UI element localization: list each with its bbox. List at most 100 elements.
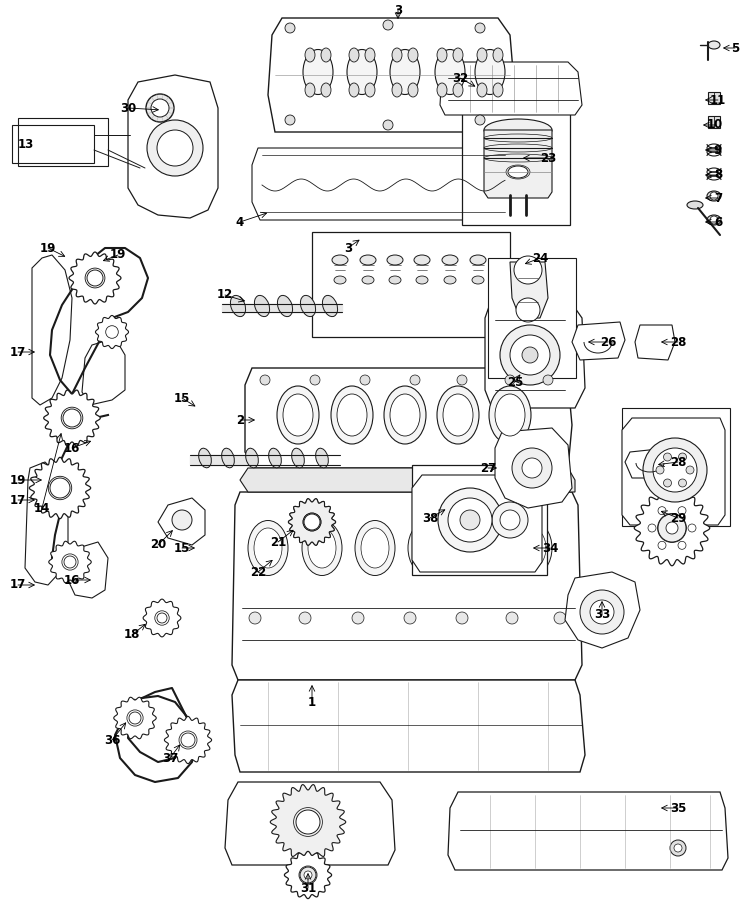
Polygon shape [32, 255, 72, 405]
Text: 30: 30 [120, 102, 136, 114]
Polygon shape [252, 148, 515, 220]
Polygon shape [510, 262, 548, 318]
Ellipse shape [360, 375, 370, 385]
Polygon shape [572, 322, 625, 360]
Ellipse shape [299, 612, 311, 624]
Ellipse shape [300, 867, 316, 883]
Ellipse shape [500, 325, 560, 385]
Ellipse shape [387, 255, 403, 265]
Ellipse shape [658, 514, 686, 542]
Text: 27: 27 [480, 462, 496, 474]
Ellipse shape [516, 298, 540, 322]
Polygon shape [49, 541, 91, 582]
Ellipse shape [384, 386, 426, 444]
Ellipse shape [64, 556, 76, 568]
Ellipse shape [147, 120, 203, 176]
Text: 3: 3 [344, 241, 352, 255]
Polygon shape [69, 252, 121, 304]
Ellipse shape [283, 394, 313, 436]
Text: 18: 18 [124, 628, 140, 642]
Ellipse shape [254, 528, 282, 568]
Text: 19: 19 [40, 241, 56, 255]
Text: 38: 38 [422, 511, 438, 525]
Ellipse shape [495, 394, 525, 436]
Ellipse shape [390, 394, 420, 436]
Ellipse shape [347, 50, 377, 94]
Text: 17: 17 [10, 346, 26, 358]
Ellipse shape [506, 612, 518, 624]
Text: 36: 36 [104, 734, 120, 746]
Ellipse shape [710, 192, 718, 200]
Ellipse shape [678, 507, 686, 515]
Ellipse shape [300, 295, 316, 317]
Polygon shape [495, 428, 572, 508]
Ellipse shape [443, 394, 473, 436]
Polygon shape [232, 492, 582, 680]
Ellipse shape [222, 448, 234, 468]
Ellipse shape [292, 448, 305, 468]
Ellipse shape [663, 453, 671, 461]
Text: 28: 28 [670, 455, 686, 469]
Ellipse shape [678, 541, 686, 549]
Polygon shape [625, 448, 672, 478]
Ellipse shape [493, 83, 503, 97]
Polygon shape [165, 716, 212, 763]
Polygon shape [288, 499, 336, 545]
Ellipse shape [505, 375, 515, 385]
Ellipse shape [460, 510, 480, 530]
Polygon shape [158, 498, 205, 545]
Ellipse shape [510, 335, 550, 375]
Ellipse shape [708, 41, 720, 49]
Ellipse shape [389, 276, 401, 284]
Ellipse shape [246, 448, 259, 468]
Text: 15: 15 [174, 392, 190, 404]
Polygon shape [225, 782, 395, 865]
Bar [12, 125, 94, 163]
Text: 32: 32 [452, 71, 468, 85]
Ellipse shape [580, 590, 624, 634]
Ellipse shape [484, 119, 552, 141]
Polygon shape [44, 390, 100, 446]
Ellipse shape [710, 216, 718, 224]
Ellipse shape [331, 386, 373, 444]
Ellipse shape [308, 528, 336, 568]
Ellipse shape [304, 514, 320, 530]
Ellipse shape [663, 479, 671, 487]
Ellipse shape [322, 295, 338, 317]
Ellipse shape [512, 448, 552, 488]
Polygon shape [245, 368, 572, 468]
Text: 28: 28 [670, 336, 686, 348]
Polygon shape [288, 499, 336, 545]
Ellipse shape [277, 386, 319, 444]
Ellipse shape [296, 810, 320, 834]
Ellipse shape [653, 448, 697, 492]
Polygon shape [565, 572, 640, 648]
Bar [708, 116, 720, 128]
Ellipse shape [316, 448, 328, 468]
Text: 13: 13 [18, 139, 34, 151]
Ellipse shape [489, 386, 531, 444]
Ellipse shape [260, 375, 270, 385]
Text: 37: 37 [162, 752, 178, 764]
Ellipse shape [230, 295, 245, 317]
Ellipse shape [470, 255, 486, 265]
Polygon shape [240, 468, 575, 492]
Text: 8: 8 [714, 168, 722, 182]
Text: 35: 35 [670, 802, 686, 814]
Ellipse shape [457, 375, 467, 385]
Text: 16: 16 [64, 573, 80, 587]
Ellipse shape [404, 612, 416, 624]
Ellipse shape [392, 83, 402, 97]
Ellipse shape [658, 541, 666, 549]
Polygon shape [128, 75, 218, 218]
Bar [622, 408, 730, 526]
Bar [18, 118, 108, 166]
Ellipse shape [442, 255, 458, 265]
Ellipse shape [643, 438, 707, 502]
Ellipse shape [50, 478, 70, 498]
Text: 4: 4 [236, 215, 244, 229]
Ellipse shape [302, 520, 342, 575]
Text: 15: 15 [174, 542, 190, 554]
Ellipse shape [475, 115, 485, 125]
Text: 7: 7 [714, 192, 722, 204]
